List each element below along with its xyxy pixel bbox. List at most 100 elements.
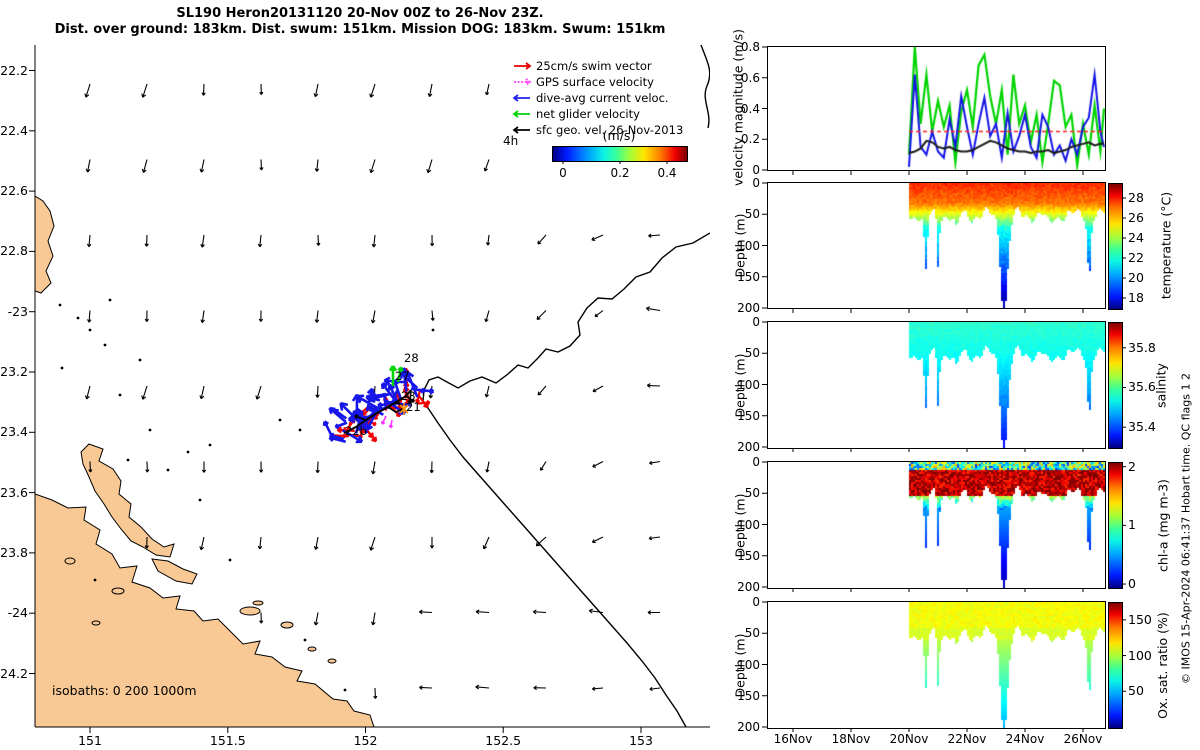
track-day-label: 21: [406, 400, 421, 414]
salinity-colorbar: [1108, 322, 1123, 449]
chla-canvas: [768, 462, 1105, 588]
panel-y-tick: 0.8: [740, 40, 760, 54]
temperature-colorbar: [1108, 183, 1123, 310]
colorbar-tick: 26: [1128, 210, 1144, 225]
panel-y-tick: 100: [737, 377, 760, 392]
track-day-label: 22b: [345, 424, 367, 438]
panel-y-tick: 50: [744, 626, 760, 641]
temperature-canvas: [768, 183, 1105, 308]
time-axis-tick: 20Nov: [889, 732, 929, 746]
panel-y-tick: 100: [737, 238, 760, 253]
legend-item: net glider velocity: [512, 106, 683, 122]
panel-y-tick: 150: [737, 548, 760, 563]
panel-y-tick: 0: [752, 455, 760, 469]
panel-y-tick: 50: [744, 486, 760, 501]
legend-item: dive-avg current veloc.: [512, 90, 683, 106]
legend-arrow-icon: [514, 62, 532, 70]
panel-y-tick: 100: [737, 657, 760, 672]
panel-y-tick: 0.6: [740, 70, 760, 85]
panel-y-tick: 0: [752, 595, 760, 609]
time-axis-tick: 24Nov: [1005, 732, 1045, 746]
panel-y-tick: 200: [737, 440, 760, 454]
time-axis-tick: 26Nov: [1063, 732, 1103, 746]
map-y-tick: -23: [7, 303, 28, 319]
map-y-tick: 22.4: [0, 122, 28, 138]
colorbar-tick: 50: [1128, 683, 1144, 699]
map-x-tick: 152: [353, 733, 378, 748]
legend-item-label: GPS surface velocity: [536, 75, 654, 89]
map-x-tick: 152.5: [485, 733, 522, 748]
map-colorbar-tick: 0.4: [657, 166, 677, 180]
map-x-tick: 151: [78, 733, 102, 748]
panel-y-tick: 50: [744, 207, 760, 222]
map-x-tick: 153: [629, 733, 653, 748]
map-y-tick: 23.2: [0, 364, 28, 379]
panel-y-tick: 0: [752, 315, 760, 329]
panel-y-tick: 150: [737, 408, 760, 423]
chla-colorbar-label: chl-a (mg m-3): [1155, 479, 1171, 572]
panel-y-tick: 50: [744, 346, 760, 361]
colorbar-tick: 20: [1128, 270, 1144, 285]
map-legend: 25cm/s swim vector GPS surface velocity di…: [512, 58, 683, 138]
map-y-tick: -24: [7, 605, 28, 621]
time-axis-tick: 16Nov: [773, 732, 813, 746]
panel-y-tick: 100: [737, 517, 760, 532]
track-day-label: 23: [401, 389, 416, 403]
panel-y-tick: 0: [752, 163, 760, 177]
map-colorbar-tick: 0.2: [610, 166, 630, 180]
temperature-colorbar-label: temperature (°C): [1158, 191, 1174, 300]
panel-y-tick: 150: [737, 688, 760, 703]
page-title: SL190 Heron20131120 20-Nov 00Z to 26-Nov…: [176, 6, 544, 21]
colorbar-tick: 35.6: [1128, 379, 1156, 395]
oxygen-colorbar: [1108, 602, 1123, 729]
map-y-tick: 24.2: [0, 665, 28, 681]
map-y-tick: 23.8: [0, 544, 28, 560]
oxygen-colorbar-label: Ox. sat. ratio (%): [1155, 612, 1170, 719]
legend-scale-label: 4h: [503, 134, 519, 148]
colorbar-tick: 2: [1128, 458, 1136, 474]
map-y-tick: 23.6: [0, 484, 28, 500]
map-y-tick: 22.6: [0, 183, 28, 199]
map-y-tick: 22.2: [0, 62, 28, 78]
legend-item-label: dive-avg current veloc.: [536, 91, 669, 105]
colorbar-tick: 0: [1128, 576, 1136, 592]
colorbar-tick: 28: [1128, 190, 1144, 205]
salinity-canvas: [768, 322, 1105, 448]
colorbar-tick: 18: [1128, 290, 1144, 305]
legend-item-label: net glider velocity: [536, 107, 640, 121]
map-x-tick: 151.5: [209, 733, 246, 748]
colorbar-tick: 22: [1128, 250, 1144, 265]
watermark: © IMOS 15-Apr-2024 06:41:37 Hobart time.…: [1179, 373, 1193, 684]
legend-item: GPS surface velocity: [512, 74, 683, 90]
page-subtitle: Dist. over ground: 183km. Dist. swum: 15…: [54, 22, 666, 37]
colorbar-tick: 150: [1128, 611, 1152, 627]
map-colorbar: [552, 146, 688, 162]
legend-item-label: sfc geo. vel. 26-Nov-2013: [536, 123, 684, 137]
panel-y-tick: 200: [737, 580, 760, 594]
colorbar-tick: 100: [1128, 647, 1152, 663]
map-colorbar-title: (m/s): [602, 128, 636, 143]
track-day-label: 28: [404, 351, 419, 365]
legend-arrow-icon: [512, 110, 530, 118]
legend-arrow-icon: [512, 126, 530, 134]
panel-y-tick: 0.4: [740, 101, 760, 116]
panel-y-tick: 200: [737, 720, 760, 734]
isobaths-label: isobaths: 0 200 1000m: [52, 683, 197, 698]
map-colorbar-tick: 0: [559, 166, 567, 180]
panel-y-tick: 150: [737, 269, 760, 284]
time-axis-tick: 18Nov: [831, 732, 871, 746]
map-y-tick: 22.8: [0, 243, 28, 259]
colorbar-tick: 24: [1128, 230, 1144, 245]
colorbar-tick: 35.4: [1128, 419, 1156, 435]
legend-item: sfc geo. vel. 26-Nov-2013: [512, 122, 683, 138]
legend-item-label: 25cm/s swim vector: [536, 59, 652, 73]
legend-arrow-icon: [514, 78, 532, 86]
velocity-canvas: [768, 47, 1105, 170]
map-y-tick: 23.4: [0, 424, 28, 440]
chla-colorbar: [1108, 462, 1123, 589]
track-day-label: 27: [395, 369, 410, 383]
panel-y-tick: 200: [737, 301, 760, 315]
colorbar-tick: 1: [1128, 517, 1136, 533]
colorbar-tick: 35.8: [1128, 339, 1156, 355]
